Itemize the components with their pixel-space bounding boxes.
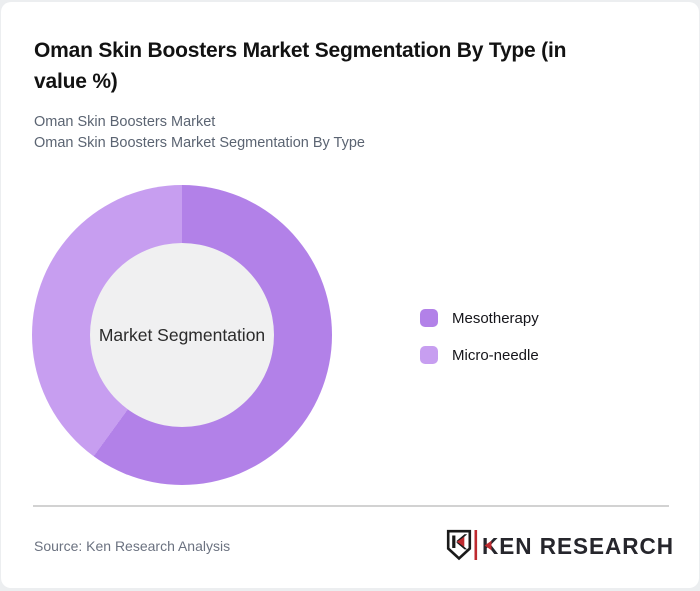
legend-item-micro-needle[interactable]: Micro-needle [420, 346, 539, 364]
mesotherapy-swatch-icon [420, 309, 438, 327]
page-title: Oman Skin Boosters Market Segmentation B… [34, 39, 567, 93]
logo-wordmark: KEN RESEARCH [482, 533, 674, 559]
ken-research-logo: KEN RESEARCH [446, 529, 674, 561]
micro-needle-swatch-icon [420, 346, 438, 364]
source-text: Source: Ken Research Analysis [34, 538, 231, 554]
legend-label-mesotherapy: Mesotherapy [452, 309, 539, 327]
donut-center: Market Segmentation [90, 243, 274, 427]
wordmark-k-accent-icon [484, 540, 492, 551]
shield-k-icon [446, 529, 472, 561]
logo-separator [474, 530, 478, 560]
chart-subtitles: Oman Skin Boosters Market Oman Skin Boos… [34, 112, 365, 154]
chart-legend: Mesotherapy Micro-needle [420, 309, 539, 364]
subtitle-segmentation: Oman Skin Boosters Market Segmentation B… [34, 135, 365, 151]
legend-item-mesotherapy[interactable]: Mesotherapy [420, 309, 539, 327]
subtitle-market: Oman Skin Boosters Market [34, 114, 216, 130]
donut-chart-area: Market Segmentation [32, 185, 332, 485]
footer-divider [33, 505, 669, 507]
legend-label-micro-needle: Micro-needle [452, 346, 539, 364]
donut-center-label: Market Segmentation [98, 324, 266, 345]
